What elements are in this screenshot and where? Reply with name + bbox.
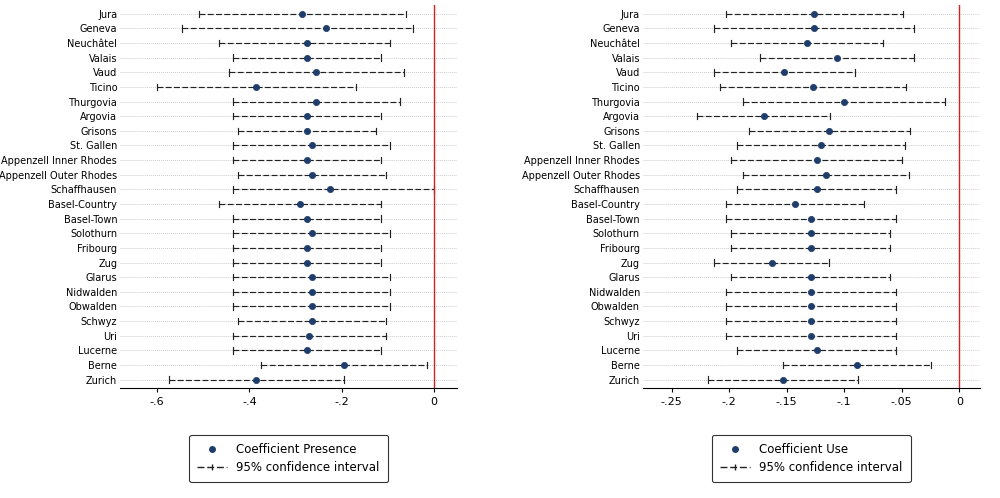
- Legend: Coefficient Presence, 95% confidence interval: Coefficient Presence, 95% confidence int…: [189, 435, 388, 482]
- Legend: Coefficient Use, 95% confidence interval: Coefficient Use, 95% confidence interval: [712, 435, 911, 482]
